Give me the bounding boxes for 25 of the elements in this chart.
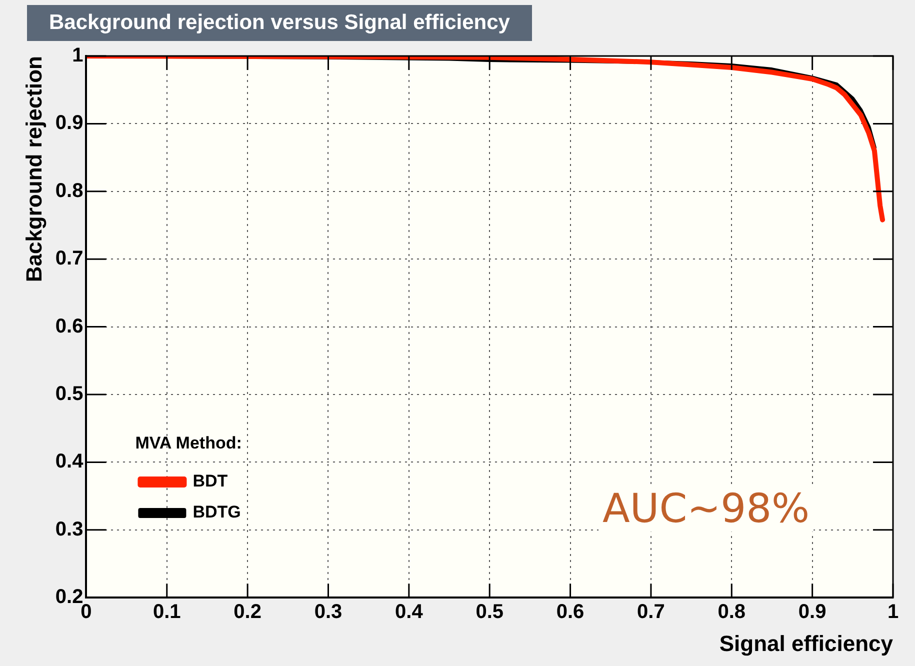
legend-label: BDTG [192,502,241,522]
y-axis-title: Background rejection [21,56,46,282]
y-tick-label: 0.5 [55,383,84,406]
x-tick-label: 1 [887,601,899,624]
y-tick-label: 1 [72,44,84,67]
x-tick-label: 0.2 [234,601,262,624]
y-tick-label: 0.4 [55,450,84,473]
x-tick-label: 0.3 [314,601,342,624]
x-tick-label: 0.5 [476,601,504,624]
x-tick-label: 0.6 [556,601,584,624]
legend-label: BDT [192,472,228,491]
y-tick-label: 0.3 [55,518,84,540]
x-tick-label: 0.7 [637,601,665,624]
y-tick-label: 0.6 [55,315,84,338]
chart-title: Background rejection versus Signal efficiency [27,5,532,41]
x-tick-label: 0.1 [152,601,181,624]
y-tick-label: 0.9 [55,112,84,134]
y-tick-label: 0.7 [55,248,84,270]
x-tick-label: 0.4 [395,601,424,624]
annotation: AUC~98% [602,486,810,532]
x-tick-label: 0.8 [718,601,746,624]
x-tick-label: 0.9 [798,601,826,624]
legend-title: MVA Method: [135,433,242,452]
y-tick-label: 0.8 [55,180,84,202]
x-axis-title: Signal efficiency [719,630,894,656]
